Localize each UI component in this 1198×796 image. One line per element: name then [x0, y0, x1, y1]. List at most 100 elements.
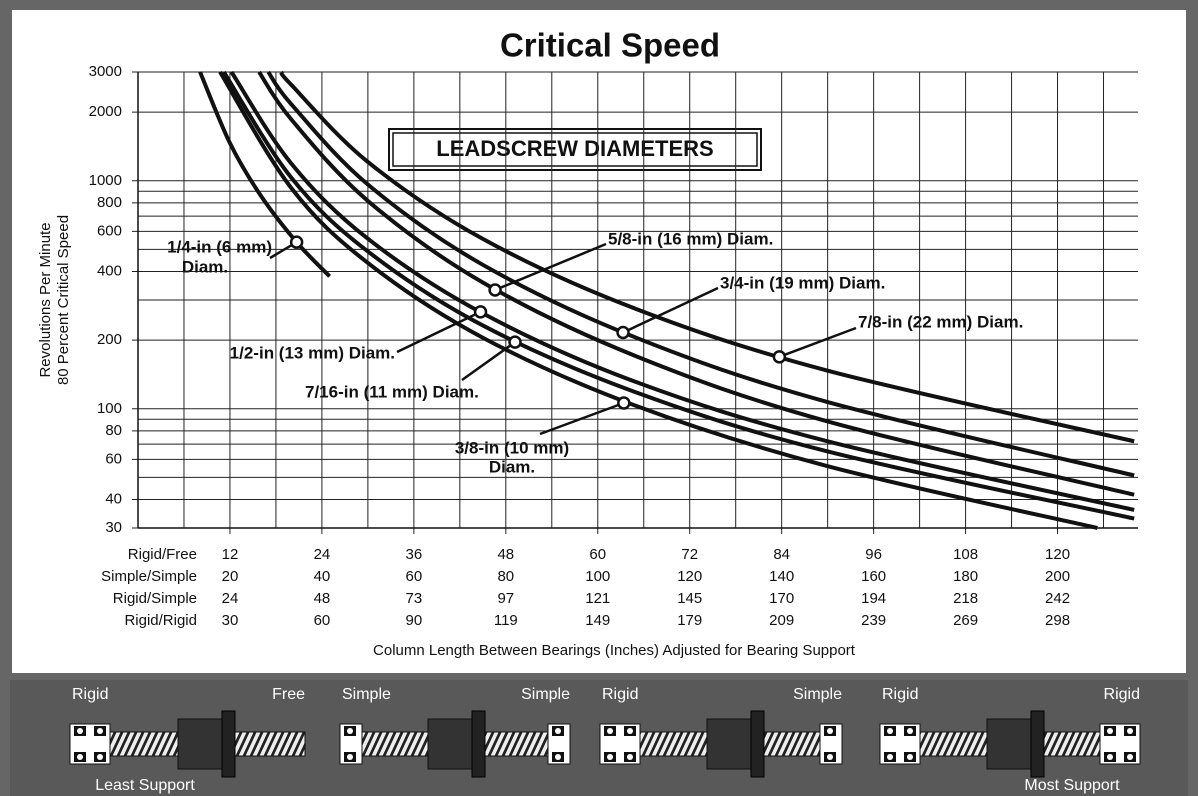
- bearing-ball: [97, 728, 103, 734]
- y-tick-label: 2000: [89, 103, 122, 120]
- nut-body: [986, 718, 1034, 770]
- least-support: Least Support: [95, 777, 195, 794]
- leader-line: [778, 326, 857, 358]
- bearing-ball: [555, 754, 561, 760]
- leader-line: [539, 401, 625, 436]
- marker: [772, 350, 787, 364]
- x-tick-label: 179: [677, 612, 702, 629]
- x-tick-label: 90: [406, 612, 423, 629]
- legend-box-inner: [392, 132, 758, 167]
- x-axis-label: Column Length Between Bearings (Inches) …: [373, 642, 856, 659]
- x-tick-label: 60: [589, 546, 606, 563]
- x-tick-label: 269: [953, 612, 978, 629]
- marker: [617, 396, 631, 410]
- y-tick-label: 400: [97, 262, 122, 279]
- curve: [222, 70, 1135, 521]
- y-tick-label: 1000: [89, 172, 122, 189]
- curve-label: 7/16-in (11 mm) Diam.: [305, 382, 479, 401]
- x-tick-label: 48: [497, 546, 514, 563]
- bearing-ball: [907, 728, 913, 734]
- x-tick-label: 145: [677, 590, 702, 607]
- x-tick-label: 12: [222, 546, 239, 563]
- support-left: Rigid: [602, 686, 638, 703]
- bearing-ball: [887, 728, 893, 734]
- x-tick-label: 170: [769, 590, 794, 607]
- x-tick-label: 73: [406, 590, 423, 607]
- curve-label: 3/4-in (19 mm) Diam.: [720, 273, 885, 292]
- curve-label: Diam.: [182, 257, 228, 276]
- x-tick-row-name: Rigid/Rigid: [124, 612, 197, 629]
- curve: [266, 70, 1135, 478]
- bearing-ball: [555, 728, 561, 734]
- bearing-ball: [77, 728, 83, 734]
- x-tick-row-name: Rigid/Free: [128, 546, 197, 563]
- curve: [279, 70, 1135, 444]
- curve-label: 1/2-in (13 mm) Diam.: [230, 343, 395, 362]
- leader-line: [396, 310, 482, 354]
- y-tick-label: 100: [97, 400, 122, 417]
- curve-label: 7/8-in (22 mm) Diam.: [858, 312, 1023, 331]
- nut-body: [706, 718, 754, 770]
- bearing-ball: [347, 728, 353, 734]
- legend-box: [388, 128, 762, 171]
- leader-line: [622, 286, 719, 334]
- bearing-ball: [1107, 728, 1113, 734]
- x-tick-label: 96: [865, 546, 882, 563]
- curve-label: 3/8-in (10 mm): [455, 438, 569, 457]
- support-left: Simple: [342, 686, 391, 703]
- x-tick-label: 200: [1045, 568, 1070, 585]
- bearing-ball: [97, 754, 103, 760]
- x-tick-label: 180: [953, 568, 978, 585]
- x-tick-label: 60: [406, 568, 423, 585]
- x-tick-label: 209: [769, 612, 794, 629]
- support-right: Free: [272, 686, 305, 703]
- nut-flange: [221, 710, 236, 778]
- bearing-ball: [1127, 754, 1133, 760]
- x-tick-label: 72: [681, 546, 698, 563]
- bearing-ball: [1127, 728, 1133, 734]
- bearing-ball: [827, 754, 833, 760]
- most-support: Most Support: [1024, 777, 1120, 794]
- y-tick-label: 600: [97, 222, 122, 239]
- y-tick-label: 30: [105, 519, 122, 536]
- x-tick-label: 121: [585, 590, 610, 607]
- nut-flange: [1030, 710, 1045, 778]
- leader-line: [461, 341, 516, 382]
- curve: [218, 70, 1098, 530]
- x-tick-label: 119: [494, 612, 518, 629]
- x-tick-label: 24: [314, 546, 331, 563]
- support-right: Simple: [793, 686, 842, 703]
- x-tick-label: 84: [773, 546, 790, 563]
- y-tick-label: 60: [105, 450, 122, 467]
- y-axis-label: Revolutions Per Minute: [37, 222, 54, 377]
- support-left: Rigid: [882, 686, 918, 703]
- x-tick-label: 97: [497, 590, 514, 607]
- x-tick-label: 298: [1045, 612, 1070, 629]
- curve-label: 1/4-in (6 mm): [167, 237, 272, 256]
- y-tick-label: 3000: [89, 63, 122, 80]
- curve: [229, 70, 1135, 512]
- x-tick-label: 239: [861, 612, 886, 629]
- marker: [488, 283, 502, 297]
- x-tick-label: 160: [861, 568, 886, 585]
- x-tick-label: 218: [953, 590, 978, 607]
- bearing-ball: [907, 754, 913, 760]
- x-tick-label: 30: [222, 612, 239, 629]
- x-tick-row-name: Rigid/Simple: [113, 590, 197, 607]
- x-tick-label: 120: [677, 568, 702, 585]
- y-tick-label: 40: [105, 490, 122, 507]
- support-right: Rigid: [1104, 686, 1140, 703]
- marker: [508, 335, 522, 349]
- y-tick-label: 200: [97, 331, 122, 348]
- x-tick-label: 140: [769, 568, 794, 585]
- curve-label: 5/8-in (16 mm) Diam.: [608, 229, 773, 248]
- x-tick-label: 24: [222, 590, 239, 607]
- x-tick-label: 80: [497, 568, 514, 585]
- x-tick-label: 149: [585, 612, 610, 629]
- nut-flange: [750, 710, 765, 778]
- chart-title: Critical Speed: [500, 27, 720, 64]
- y-axis-label: 80 Percent Critical Speed: [55, 215, 72, 385]
- marker: [616, 325, 630, 340]
- x-tick-label: 120: [1045, 546, 1070, 563]
